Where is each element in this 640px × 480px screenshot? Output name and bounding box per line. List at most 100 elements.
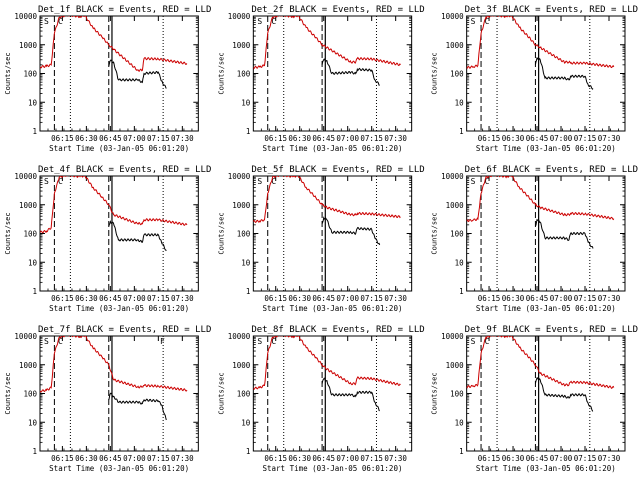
y-tick-label: 10 — [241, 98, 251, 107]
x-tick-label: 07:15 — [574, 454, 597, 463]
marker-annotation: S — [44, 17, 49, 26]
marker-annotation: C — [271, 17, 276, 26]
x-tick-label: 06:15 — [264, 294, 287, 303]
x-tick-label: 07:15 — [147, 134, 170, 143]
x-tick-label: 07:30 — [171, 294, 194, 303]
series-line-lld — [253, 16, 401, 70]
y-tick-label: 10 — [455, 418, 465, 427]
series-line-events — [534, 377, 594, 412]
panel-title: Det_6f BLACK = Events, RED = LLD — [465, 165, 638, 175]
x-tick-label: 06:30 — [288, 294, 311, 303]
x-tick-label: 06:30 — [75, 454, 98, 463]
panel-6: Det_6f BLACK = Events, RED = LLD Counts/s… — [431, 165, 638, 313]
y-tick-label: 10000 — [441, 172, 464, 181]
panel-title: Det_1f BLACK = Events, RED = LLD — [38, 5, 211, 15]
series-line-events — [534, 57, 594, 90]
panel-1: Det_1f BLACK = Events, RED = LLD Counts/s… — [4, 5, 211, 153]
plot-frame — [252, 15, 413, 132]
panel-title: Det_9f BLACK = Events, RED = LLD — [465, 325, 638, 335]
y-tick-label: 1000 — [19, 361, 38, 370]
x-axis-label: Start Time (03-Jan-05 06:01:20) — [476, 304, 616, 313]
x-tick-label: 06:30 — [502, 134, 525, 143]
plot-frame — [39, 335, 199, 452]
panel-4: Det_4f BLACK = Events, RED = LLD Counts/s… — [4, 165, 211, 313]
y-tick-label: 100 — [237, 70, 251, 79]
panel-title: Det_3f BLACK = Events, RED = LLD — [465, 5, 638, 15]
y-tick-label: 10 — [455, 258, 465, 267]
plot-frame — [466, 15, 626, 132]
series-line-lld — [253, 176, 401, 224]
y-tick-label: 10000 — [228, 332, 251, 341]
series-line-lld — [40, 176, 188, 234]
y-tick-label: 1000 — [446, 201, 465, 210]
x-tick-label: 07:15 — [147, 454, 170, 463]
y-axis-label: Counts/sec — [431, 372, 439, 414]
x-tick-label: 07:00 — [123, 134, 146, 143]
x-tick-label: 06:30 — [288, 134, 311, 143]
y-tick-label: 10 — [28, 418, 38, 427]
series-line-events — [108, 392, 167, 421]
x-tick-label: 07:15 — [360, 454, 383, 463]
y-tick-label: 1000 — [446, 41, 465, 50]
x-tick-label: 06:45 — [99, 134, 122, 143]
x-tick-label: 07:15 — [147, 294, 170, 303]
x-tick-label: 06:45 — [312, 134, 335, 143]
series-line-lld — [253, 336, 401, 390]
x-tick-label: 06:15 — [478, 134, 501, 143]
y-tick-label: 100 — [450, 230, 464, 239]
x-tick-label: 06:30 — [502, 454, 525, 463]
x-tick-label: 06:30 — [75, 134, 98, 143]
marker-annotation: S — [44, 337, 49, 346]
y-tick-label: 1 — [246, 287, 251, 296]
x-tick-label: 07:30 — [598, 454, 621, 463]
y-tick-label: 1000 — [446, 361, 465, 370]
y-tick-label: 100 — [450, 70, 464, 79]
x-tick-label: 07:30 — [598, 134, 621, 143]
x-axis-label: Start Time (03-Jan-05 06:01:20) — [263, 144, 403, 153]
panel-title: Det_7f BLACK = Events, RED = LLD — [38, 325, 211, 335]
y-tick-label: 10 — [241, 258, 251, 267]
y-tick-label: 100 — [23, 230, 37, 239]
x-tick-label: 06:45 — [312, 454, 335, 463]
x-tick-label: 07:00 — [123, 294, 146, 303]
y-axis-label: Counts/sec — [4, 372, 12, 414]
x-tick-label: 06:15 — [264, 134, 287, 143]
marker-annotation: S — [471, 17, 476, 26]
marker-annotation: C — [58, 177, 63, 186]
y-tick-label: 1000 — [19, 201, 38, 210]
series-line-events — [321, 216, 381, 246]
x-tick-label: 06:15 — [51, 294, 74, 303]
series-line-lld — [40, 336, 188, 393]
y-tick-label: 1 — [32, 287, 37, 296]
y-tick-label: 1000 — [232, 361, 251, 370]
y-tick-label: 10 — [241, 418, 251, 427]
x-tick-label: 07:00 — [336, 294, 359, 303]
x-axis-label: Start Time (03-Jan-05 06:01:20) — [263, 464, 403, 473]
x-tick-label: 06:30 — [502, 294, 525, 303]
y-tick-label: 1000 — [19, 41, 38, 50]
x-tick-label: 06:15 — [51, 134, 74, 143]
x-tick-label: 07:30 — [171, 134, 194, 143]
y-tick-label: 1000 — [232, 41, 251, 50]
x-tick-label: 07:30 — [171, 454, 194, 463]
panel-2: Det_2f BLACK = Events, RED = LLD Counts/s… — [217, 5, 424, 153]
y-tick-label: 10000 — [228, 12, 251, 21]
y-tick-label: 1 — [32, 447, 37, 456]
x-tick-label: 07:15 — [360, 294, 383, 303]
x-tick-label: 07:30 — [384, 134, 407, 143]
panel-3: Det_3f BLACK = Events, RED = LLD Counts/s… — [431, 5, 638, 153]
x-tick-label: 06:15 — [264, 454, 287, 463]
marker-annotation: S — [471, 337, 476, 346]
panel-title: Det_8f BLACK = Events, RED = LLD — [251, 325, 424, 335]
panel-9: Det_9f BLACK = Events, RED = LLD Counts/s… — [431, 325, 638, 473]
marker-annotation: F — [160, 337, 165, 346]
y-axis-label: Counts/sec — [431, 212, 439, 254]
y-axis-label: Counts/sec — [217, 372, 225, 414]
marker-annotation: S — [257, 17, 262, 26]
y-tick-label: 10 — [28, 258, 38, 267]
series-line-lld — [40, 16, 188, 72]
y-axis-label: Counts/sec — [217, 212, 225, 254]
plot-frame — [39, 175, 199, 292]
x-tick-label: 06:15 — [51, 454, 74, 463]
